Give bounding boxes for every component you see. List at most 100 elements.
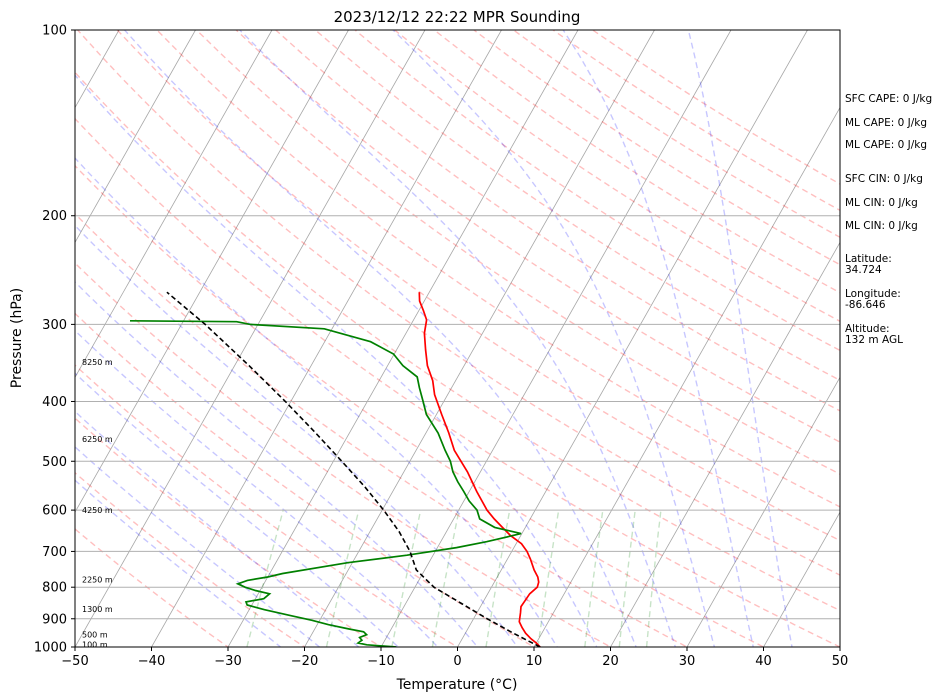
y-tick-label: 900: [42, 612, 67, 627]
stat-line: ML CAPE: 0 J/kg: [845, 117, 927, 129]
stats-panel: SFC CAPE: 0 J/kg ML CAPE: 0 J/kg ML CAPE: …: [845, 93, 932, 346]
dry-adiabat: [75, 262, 612, 647]
stat-line: Latitude:: [845, 253, 892, 265]
dry-adiabat: [75, 471, 306, 647]
stat-line: 34.724: [845, 264, 882, 276]
moist-adiabat: [75, 329, 439, 647]
profile-series: [129, 291, 541, 647]
moist-adiabat: [392, 30, 716, 647]
y-tick-label: 500: [42, 455, 67, 470]
moist-adiabat: [75, 74, 598, 647]
stat-line: SFC CIN: 0 J/kg: [845, 173, 923, 185]
isotherm-line: [304, 30, 655, 647]
dry-adiabat: [314, 30, 840, 382]
x-tick-label: −40: [138, 654, 165, 669]
moist-adiabat: [562, 30, 754, 647]
dry-adiabat: [75, 164, 766, 647]
y-tick-label: 400: [42, 395, 67, 410]
x-tick-label: −20: [291, 654, 318, 669]
stat-line: 132 m AGL: [845, 334, 903, 346]
dry-adiabat: [75, 212, 689, 647]
y-tick-label: 1000: [34, 641, 67, 656]
x-tick-label: 30: [679, 654, 696, 669]
plot-frame: [74, 29, 841, 648]
height-label: 4250 m: [82, 506, 113, 515]
x-tick-label: 50: [832, 654, 849, 669]
y-tick-label: 800: [42, 581, 67, 596]
height-label: 500 m: [82, 631, 108, 640]
dry-adiabat: [196, 30, 840, 475]
y-tick-label: 200: [42, 209, 67, 224]
height-label: 8250 m: [82, 358, 113, 367]
x-tick-label: 40: [755, 654, 772, 669]
profile-line: [129, 319, 522, 647]
x-tick-label: 20: [602, 654, 619, 669]
isotherm-line: [227, 30, 579, 647]
y-tick-label: 700: [42, 545, 67, 560]
isotherm-line: [75, 30, 349, 513]
chart-title: 2023/12/12 22:22 MPR Sounding: [334, 8, 581, 26]
y-axis-ticks: 100 200 300 400 500 600 700 800 900 1000: [34, 24, 75, 656]
profile-line: [166, 291, 541, 647]
mixing-ratio-line: [246, 509, 284, 647]
height-label: 6250 m: [82, 435, 113, 444]
x-tick-label: 10: [526, 654, 543, 669]
reference-lines: [75, 30, 840, 647]
isotherm-line: [533, 106, 840, 647]
x-tick-label: −50: [61, 654, 88, 669]
height-label: 2250 m: [82, 576, 113, 585]
stat-line: SFC CAPE: 0 J/kg: [845, 93, 932, 105]
height-label: 1300 m: [82, 605, 113, 614]
stat-line: ML CIN: 0 J/kg: [845, 220, 918, 232]
dry-adiabat: [77, 30, 840, 576]
dry-adiabat: [156, 30, 840, 508]
mixing-ratio-line: [618, 510, 636, 647]
dry-adiabat: [75, 117, 840, 647]
dry-adiabat: [75, 71, 840, 612]
x-axis-ticks: −50 −40 −30 −20 −10 0 10 20 30 40 50: [61, 647, 848, 669]
moist-adiabat: [75, 372, 400, 647]
y-tick-label: 600: [42, 504, 67, 519]
stat-line: ML CAPE: 0 J/kg: [845, 139, 927, 151]
moist-adiabat: [75, 157, 558, 647]
moist-adiabat: [687, 30, 793, 647]
mixing-ratio-line: [645, 510, 662, 647]
isotherm-line: [763, 511, 840, 647]
moist-adiabat: [75, 281, 479, 647]
isotherm-line: [75, 30, 426, 647]
stat-line: -86.646: [845, 299, 886, 311]
dry-adiabat: [433, 30, 840, 294]
mixing-ratio-line: [537, 509, 560, 647]
isotherm-line: [75, 30, 273, 379]
dry-adiabat: [75, 364, 459, 647]
x-tick-label: −10: [367, 654, 394, 669]
dry-adiabat: [75, 312, 536, 647]
moist-adiabat: [75, 479, 282, 647]
mixing-ratio-line: [431, 509, 460, 647]
dry-adiabat: [75, 528, 230, 647]
moist-adiabat: [75, 224, 519, 647]
isotherm-line: [457, 30, 808, 647]
stat-line: ML CIN: 0 J/kg: [845, 197, 918, 209]
isotherm-line: [75, 30, 196, 244]
pressure-gridlines: [75, 30, 840, 647]
y-tick-label: 100: [42, 24, 67, 39]
moist-adiabat: [239, 30, 677, 647]
profile-line: [418, 292, 541, 647]
isotherm-line: [686, 376, 840, 647]
x-tick-label: 0: [453, 654, 461, 669]
height-label: 100 m: [82, 640, 108, 649]
dry-adiabat: [354, 30, 840, 352]
stat-line: Altitude:: [845, 323, 890, 335]
isotherm-line: [610, 241, 840, 647]
y-tick-label: 300: [42, 318, 67, 333]
moist-adiabat: [75, 410, 360, 647]
isotherm-line: [380, 30, 732, 647]
dry-adiabat: [75, 417, 383, 647]
mixing-ratio-line: [325, 509, 360, 647]
stat-line: Longitude:: [845, 288, 901, 300]
x-tick-label: −30: [214, 654, 241, 669]
x-axis-title: Temperature (°C): [396, 677, 518, 693]
